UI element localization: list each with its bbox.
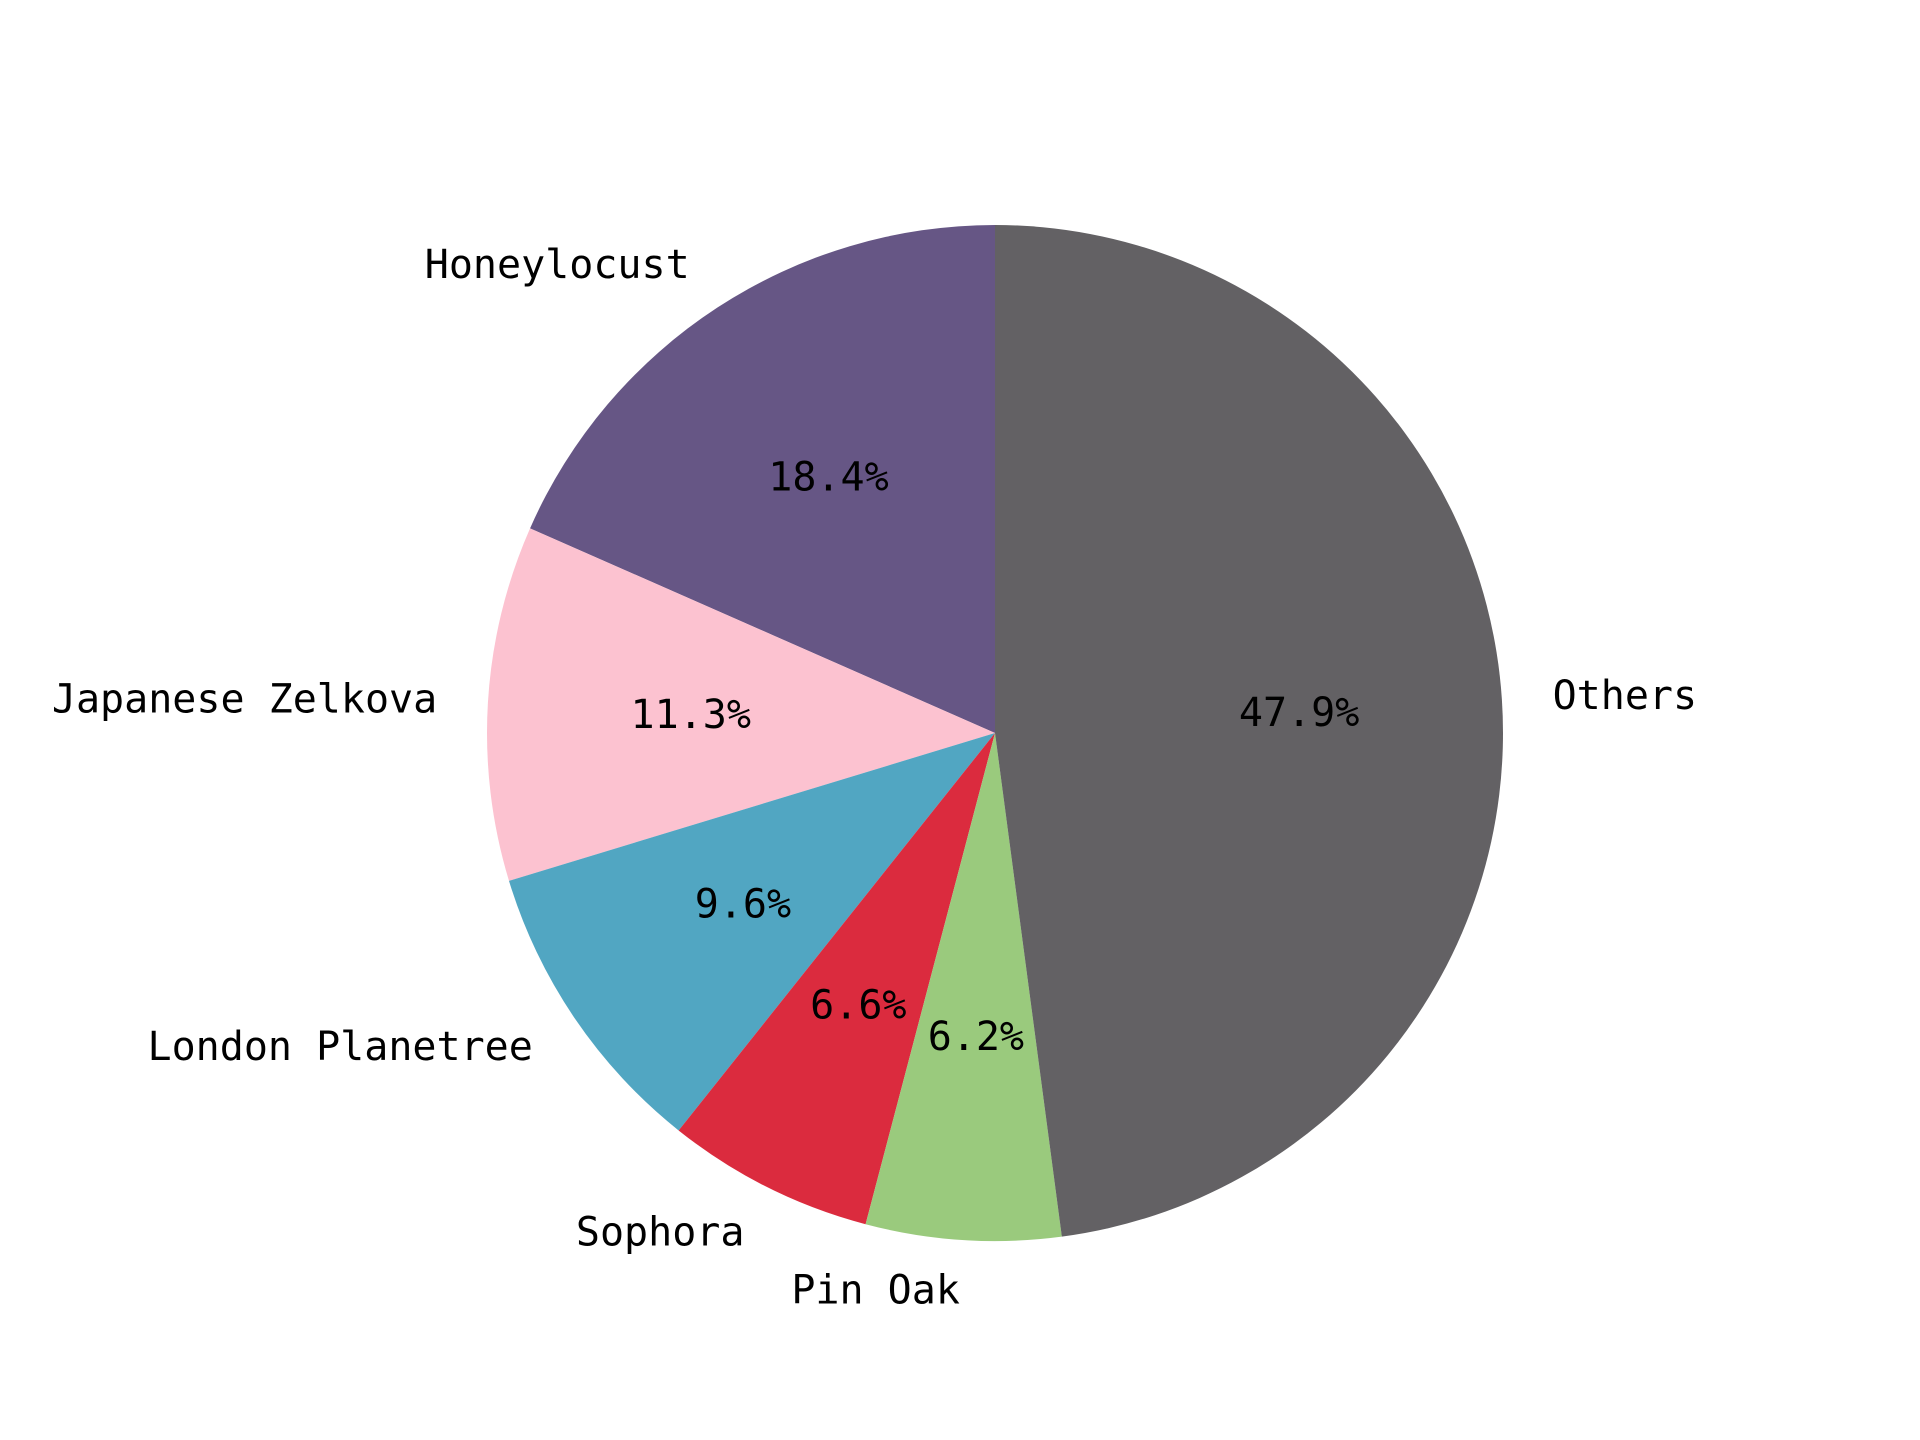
category-label-pin-oak: Pin Oak (791, 1268, 960, 1314)
pie-slice-others (995, 225, 1503, 1237)
category-label-others: Others (1553, 673, 1698, 719)
pct-label-japanese-zelkova: 11.3% (631, 692, 751, 738)
pct-label-london-planetree: 9.6% (695, 881, 791, 927)
pie-slices (487, 225, 1503, 1241)
pie-percent-labels: 18.4% 11.3% 9.6% 6.6% 6.2% 47.9% (631, 455, 1360, 1060)
category-label-japanese-zelkova: Japanese Zelkova (52, 677, 437, 723)
pie-slice-honeylocust (530, 225, 995, 733)
pie-slice-sophora (678, 733, 995, 1225)
pct-label-sophora: 6.6% (810, 982, 906, 1028)
pct-label-pin-oak: 6.2% (928, 1014, 1024, 1060)
pie-category-labels: Honeylocust Japanese Zelkova London Planet… (52, 242, 1697, 1314)
pct-label-others: 47.9% (1239, 690, 1359, 736)
pct-label-honeylocust: 18.4% (768, 455, 888, 501)
pie-slice-pin-oak (865, 733, 1062, 1241)
pie-slice-london-planetree (508, 733, 995, 1131)
category-label-sophora: Sophora (576, 1209, 745, 1255)
category-label-honeylocust: Honeylocust (425, 242, 690, 288)
category-label-london-planetree: London Planetree (148, 1024, 533, 1070)
pie-slice-japanese-zelkova (487, 528, 995, 881)
